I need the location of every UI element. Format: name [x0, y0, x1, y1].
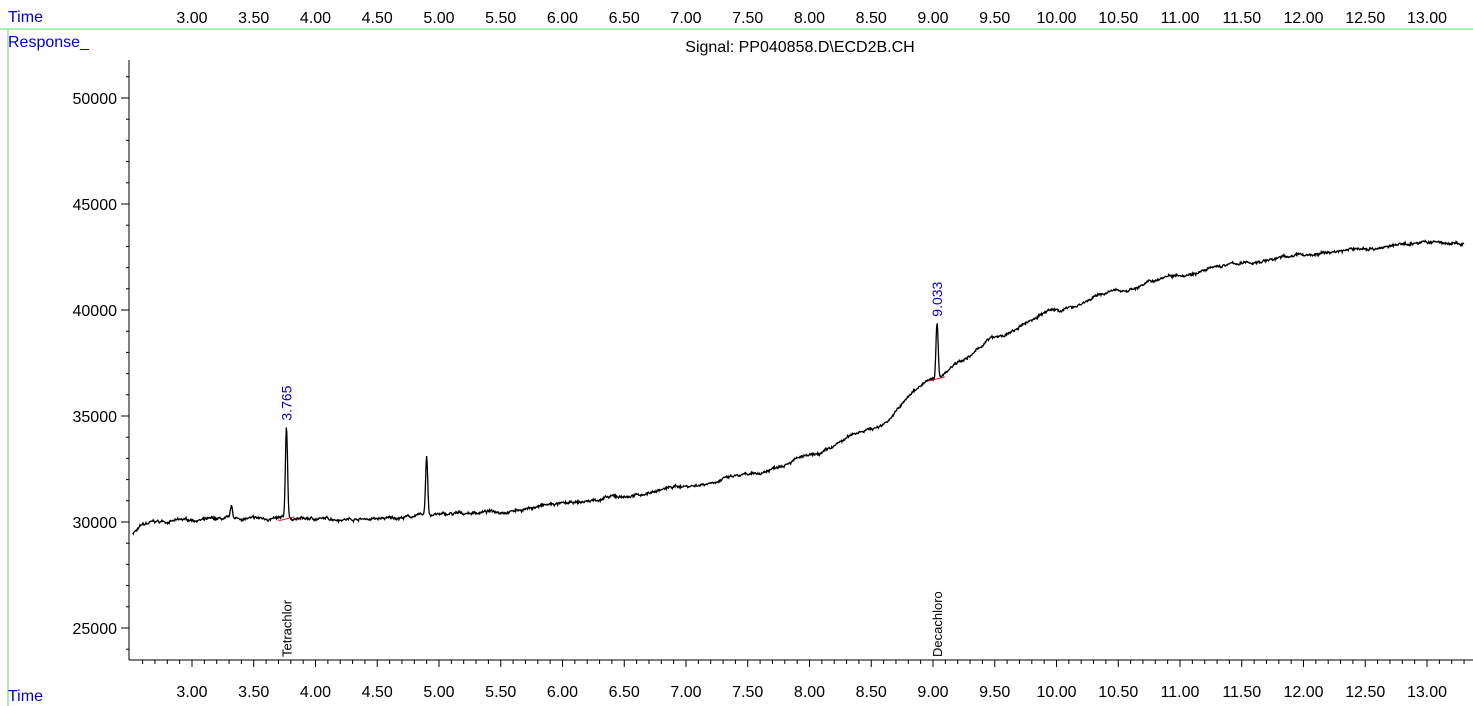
top-time-tick-label: 9.50: [979, 10, 1010, 27]
top-time-tick-label: 4.00: [300, 10, 331, 27]
compound-name-label: Decachloro: [930, 591, 945, 657]
peak-rt-label: 9.033: [929, 281, 945, 316]
top-time-tick-label: 6.50: [609, 10, 640, 27]
x-tick-label: 10.50: [1098, 684, 1138, 701]
x-tick-label: 13.00: [1407, 684, 1447, 701]
x-tick-label: 9.00: [917, 684, 948, 701]
top-time-tick-label: 11.50: [1222, 10, 1261, 27]
top-time-tick-label: 7.00: [670, 10, 701, 27]
y-tick-label: 30000: [73, 515, 118, 532]
top-time-tick-label: 11.00: [1161, 10, 1200, 27]
compound-name-label: Tetrachlor: [279, 599, 294, 657]
top-time-tick-label: 10.00: [1036, 10, 1076, 27]
top-time-tick-label: 6.00: [547, 10, 578, 27]
peak-rt-label: 3.765: [278, 385, 294, 420]
x-tick-label: 11.00: [1161, 684, 1200, 701]
y-tick-label: 25000: [73, 621, 118, 638]
top-time-ticks: 3.00 3.50 4.00 4.50 5.00 5.50 6.00 6.50 7.00 7.50…: [176, 10, 1447, 27]
x-tick-label: 4.50: [362, 684, 393, 701]
response-axis-label: Response_: [8, 34, 90, 51]
x-tick-label: 4.00: [300, 684, 331, 701]
x-tick-label: 12.50: [1345, 684, 1385, 701]
x-tick-label: 7.00: [670, 684, 701, 701]
signal-trace: [132, 239, 1465, 536]
x-tick-label: 3.00: [176, 684, 207, 701]
x-ticks: 3.00 3.50 4.00 4.50 5.00 5.50 6.00 6.50 7.00 7.50…: [142, 660, 1465, 701]
peak-baseline-mark: [928, 376, 946, 382]
y-ticks: 25000 30000 35000 40000 45000 50000: [73, 76, 129, 650]
top-time-tick-label: 8.00: [794, 10, 825, 27]
signal-title: Signal: PP040858.D\ECD2B.CH: [685, 39, 914, 56]
top-time-tick-label: 7.50: [732, 10, 763, 27]
top-time-tick-label: 13.00: [1407, 10, 1447, 27]
top-time-tick-label: 4.50: [362, 10, 393, 27]
y-tick-label: 45000: [73, 197, 118, 214]
y-tick-label: 40000: [73, 303, 118, 320]
top-time-tick-label: 5.50: [485, 10, 516, 27]
x-tick-label: 9.50: [979, 684, 1010, 701]
x-tick-label: 5.00: [423, 684, 454, 701]
peak-marks: 3.765 9.033: [278, 281, 946, 522]
top-time-tick-label: 10.50: [1098, 10, 1138, 27]
bottom-time-label: Time: [8, 688, 43, 705]
top-time-tick-label: 5.00: [423, 10, 454, 27]
x-tick-label: 12.00: [1283, 684, 1323, 701]
top-time-tick-label: 3.00: [176, 10, 207, 27]
top-time-tick-label: 12.50: [1345, 10, 1385, 27]
top-time-tick-label: 3.50: [238, 10, 269, 27]
peak-baseline-mark: [278, 516, 295, 522]
x-tick-label: 10.00: [1036, 684, 1076, 701]
x-tick-label: 6.50: [609, 684, 640, 701]
top-time-tick-label: 12.00: [1283, 10, 1323, 27]
y-tick-label: 50000: [73, 91, 118, 108]
x-tick-label: 7.50: [732, 684, 763, 701]
x-tick-label: 6.00: [547, 684, 578, 701]
top-time-tick-label: 8.50: [856, 10, 887, 27]
compound-labels: Tetrachlor Decachloro: [279, 591, 945, 657]
x-tick-label: 11.50: [1222, 684, 1261, 701]
x-tick-label: 8.00: [794, 684, 825, 701]
x-tick-label: 8.50: [856, 684, 887, 701]
x-tick-label: 5.50: [485, 684, 516, 701]
y-tick-label: 35000: [73, 409, 118, 426]
x-tick-label: 3.50: [238, 684, 269, 701]
top-time-tick-label: 9.00: [917, 10, 948, 27]
top-time-label: Time: [8, 9, 43, 26]
